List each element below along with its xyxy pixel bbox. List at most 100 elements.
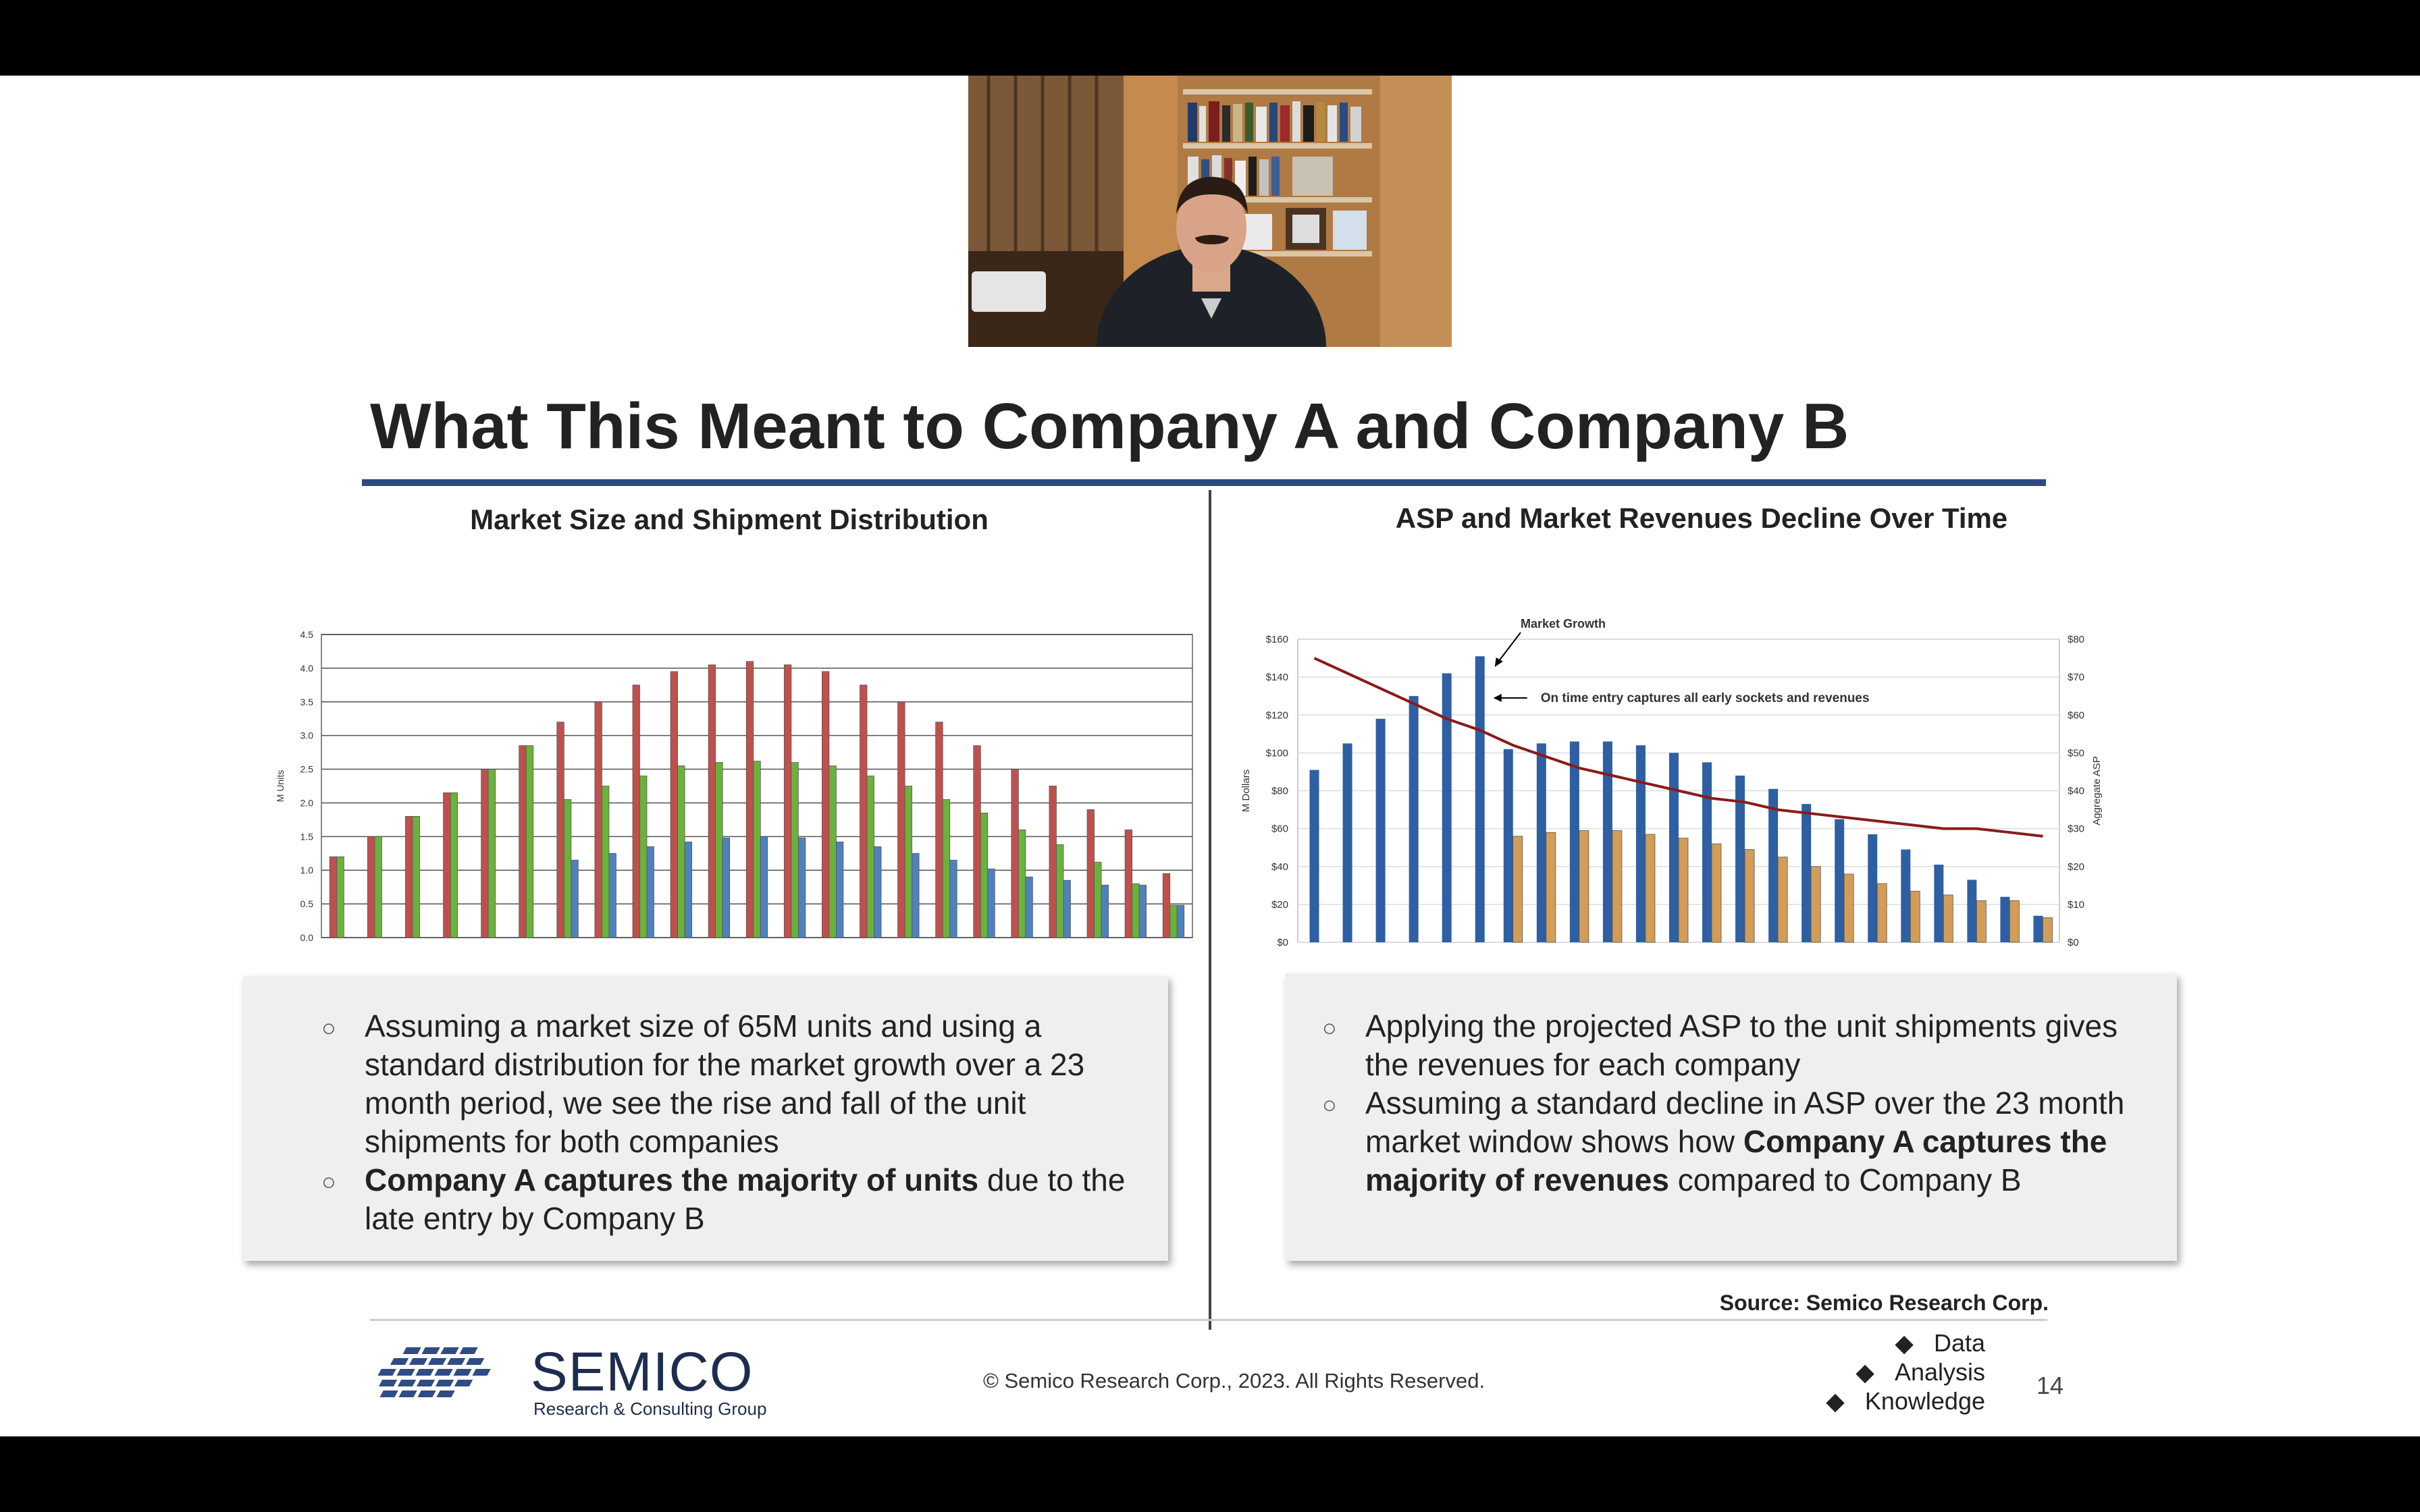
tagline-item: ◆ Data bbox=[1895, 1329, 1985, 1357]
bar bbox=[367, 836, 375, 938]
bar bbox=[2033, 915, 2043, 942]
bar bbox=[602, 786, 610, 938]
y-tick-label: 2.5 bbox=[300, 764, 314, 775]
bar bbox=[1169, 905, 1178, 938]
tagline-item: ◆ Analysis bbox=[1856, 1358, 1985, 1386]
y-tick-label: $140 bbox=[1266, 672, 1288, 683]
bar bbox=[1162, 873, 1171, 938]
webcam-video bbox=[968, 76, 1452, 347]
bar bbox=[935, 722, 943, 938]
bar bbox=[2043, 917, 2053, 943]
bar bbox=[942, 799, 951, 938]
bar bbox=[632, 684, 640, 938]
annotation-arrow bbox=[1496, 632, 1521, 664]
bar bbox=[1512, 836, 1523, 943]
bar bbox=[1138, 884, 1147, 938]
y2-tick-label: $0 bbox=[2068, 937, 2079, 948]
bar bbox=[1342, 743, 1352, 942]
bar bbox=[1801, 804, 1812, 942]
bar bbox=[1702, 762, 1712, 942]
bar bbox=[571, 859, 579, 938]
bullet-text: Assuming a standard decline in ASP over … bbox=[1365, 1085, 2125, 1159]
y2-tick-label: $60 bbox=[2068, 709, 2084, 721]
bar bbox=[1678, 838, 1689, 943]
tagline: ◆ Data ◆ Analysis ◆ Knowledge bbox=[1826, 1328, 1985, 1415]
y2-tick-label: $10 bbox=[2068, 899, 2084, 911]
bar bbox=[949, 859, 957, 938]
bar bbox=[797, 837, 806, 938]
bar bbox=[836, 841, 844, 938]
bar bbox=[2000, 896, 2010, 942]
bar bbox=[1645, 834, 1656, 943]
bar bbox=[443, 792, 451, 938]
annotation-early-entry: On time entry captures all early sockets… bbox=[1541, 691, 1870, 705]
page-number: 14 bbox=[2036, 1372, 2064, 1399]
y-tick-label: $60 bbox=[1271, 824, 1288, 835]
bar bbox=[488, 769, 496, 938]
bar bbox=[1669, 753, 1679, 942]
arrow-head-icon bbox=[1493, 694, 1502, 702]
bar bbox=[639, 776, 648, 938]
bar bbox=[822, 671, 830, 938]
slide: What This Meant to Company A and Company… bbox=[0, 76, 2420, 1436]
bar bbox=[670, 671, 678, 938]
bar bbox=[1011, 769, 1019, 938]
bullet-text: compared to Company B bbox=[1668, 1162, 2022, 1197]
diamond-icon: ◆ bbox=[1826, 1387, 1865, 1415]
bar bbox=[608, 853, 616, 938]
bar bbox=[1843, 873, 1854, 943]
y-tick-label: $160 bbox=[1266, 634, 1288, 645]
bar bbox=[1503, 749, 1513, 942]
webcam-scene bbox=[968, 76, 1452, 347]
bar bbox=[1768, 788, 1779, 942]
bar bbox=[987, 868, 995, 938]
bar bbox=[1086, 809, 1095, 938]
bar bbox=[1132, 883, 1140, 938]
y-tick-label: 2.0 bbox=[300, 797, 314, 808]
panel-divider bbox=[1209, 490, 1211, 1330]
y-tick-label: 4.0 bbox=[300, 663, 314, 674]
chart1-title: Market Size and Shipment Distribution bbox=[470, 504, 989, 535]
bar bbox=[1409, 696, 1419, 942]
bar bbox=[1835, 819, 1845, 942]
bar bbox=[1018, 829, 1026, 938]
bar bbox=[646, 846, 654, 938]
bar bbox=[556, 722, 564, 938]
bar bbox=[336, 856, 344, 938]
bar bbox=[405, 815, 413, 938]
bar bbox=[1375, 718, 1386, 942]
bar bbox=[1475, 656, 1485, 942]
bullet-text: Company A captures the majority of reven… bbox=[1365, 1124, 2107, 1197]
bar bbox=[860, 684, 868, 938]
bar bbox=[1910, 890, 1920, 943]
bar bbox=[745, 661, 754, 938]
bar bbox=[1943, 894, 1953, 943]
y-tick-label: $120 bbox=[1266, 709, 1288, 721]
bar bbox=[594, 701, 602, 938]
bar bbox=[684, 841, 692, 938]
bar bbox=[563, 799, 572, 938]
bar bbox=[1176, 905, 1185, 938]
bar bbox=[1442, 673, 1452, 942]
diamond-icon: ◆ bbox=[1895, 1329, 1934, 1357]
bar bbox=[677, 765, 685, 938]
bar bbox=[904, 786, 912, 938]
bar bbox=[412, 815, 420, 938]
left-text-box: ○ Assuming a market size of 65M units and… bbox=[243, 976, 1168, 1261]
bar bbox=[1309, 770, 1319, 942]
bar bbox=[1546, 832, 1556, 943]
bar bbox=[708, 664, 716, 938]
bar bbox=[1602, 741, 1612, 942]
y2-tick-label: $20 bbox=[2068, 861, 2084, 873]
y-tick-label: 4.5 bbox=[300, 629, 314, 640]
y2-tick-label: $30 bbox=[2068, 824, 2084, 835]
circle-bullet-icon: ○ bbox=[1322, 1014, 1337, 1042]
bar bbox=[753, 761, 761, 938]
y-tick-label: 1.5 bbox=[300, 831, 314, 842]
y-tick-label: $20 bbox=[1271, 899, 1288, 911]
right-bullet: ○ Applying the projected ASP to the unit … bbox=[1322, 1007, 2149, 1084]
bar bbox=[1711, 843, 1722, 943]
bar bbox=[828, 765, 837, 938]
bar bbox=[1536, 743, 1546, 942]
bar bbox=[760, 836, 768, 938]
